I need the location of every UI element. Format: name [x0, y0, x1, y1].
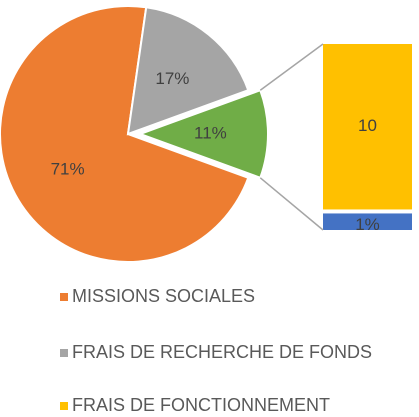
bar-label: 10 — [358, 116, 377, 135]
bar-label: 1% — [355, 215, 380, 234]
slice-label: 71% — [51, 160, 85, 179]
pie-slice — [0, 5, 250, 263]
pie-slice — [137, 88, 269, 180]
slice-label: 17% — [155, 69, 189, 88]
legend-label: MISSIONS SOCIALES — [72, 286, 256, 306]
legend-swatch — [60, 402, 68, 410]
legend-label: FRAIS DE RECHERCHE DE FONDS — [72, 342, 373, 362]
bar-segment — [323, 213, 412, 230]
pie-slice — [126, 6, 250, 136]
connector — [259, 43, 324, 91]
legend-label: FRAIS DE FONCTIONNEMENT — [72, 395, 331, 415]
legend-swatch — [60, 293, 68, 301]
slice-label: 11% — [194, 123, 227, 142]
connector — [259, 177, 324, 231]
legend-swatch — [60, 349, 68, 357]
chart-plot: 71% 17% 11% 10 1% — [0, 5, 412, 263]
bar-segment — [323, 44, 412, 210]
